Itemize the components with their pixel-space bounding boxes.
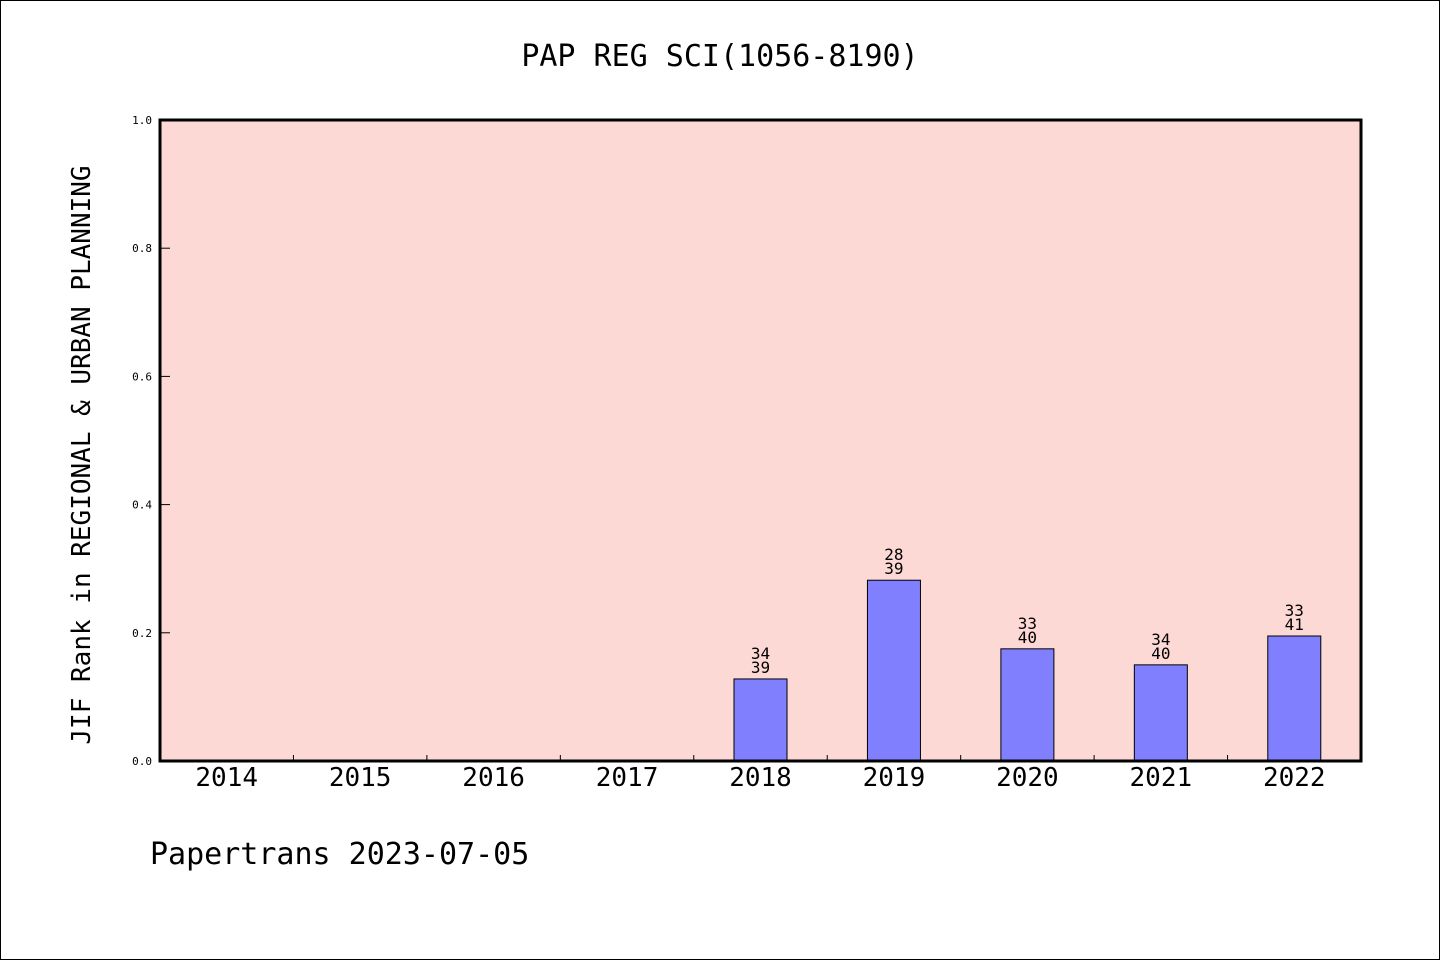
x-tick-label-2018: 2018: [729, 763, 792, 793]
bar-2020: [1000, 648, 1055, 762]
bar-label-rank-2021: 34: [1151, 630, 1170, 649]
bar-label-rank-2018: 34: [751, 644, 770, 663]
bar-label-total-2020: 40: [1018, 628, 1037, 647]
bar-label-rank-2022: 33: [1285, 601, 1304, 620]
y-tick-label-0.8: 0.8: [132, 242, 152, 255]
bar-label-total-2018: 39: [751, 658, 770, 677]
bar-label-total-2021: 40: [1151, 644, 1170, 663]
y-tick-label-1.0: 1.0: [132, 114, 152, 127]
y-tick-label-0.6: 0.6: [132, 370, 152, 383]
plot-border: [158, 118, 1363, 763]
footer-text: Papertrans 2023-07-05: [150, 837, 529, 872]
y-axis: 0.0 0.2 0.4 0.6 0.8 1.0: [132, 114, 170, 768]
bar-2022: [1267, 635, 1322, 762]
plot-area: [160, 120, 1361, 761]
x-tick-label-2014: 2014: [195, 763, 258, 793]
x-tick-label-2017: 2017: [596, 763, 659, 793]
bar-2019: [866, 579, 921, 762]
y-tick-label-0.2: 0.2: [132, 627, 152, 640]
x-tick-label-2019: 2019: [863, 763, 926, 793]
x-axis: 2014 2015 2016 2017 2018 2019 2020 2021 2022: [195, 755, 1326, 793]
bar-label-total-2019: 39: [884, 559, 903, 578]
y-axis-label: JIF Rank in REGIONAL & URBAN PLANNING: [67, 165, 97, 744]
bar-label-total-2022: 41: [1285, 615, 1304, 634]
x-tick-label-2021: 2021: [1130, 763, 1193, 793]
bar-2018: [733, 678, 788, 762]
bar-2021: [1133, 664, 1188, 762]
x-tick-label-2016: 2016: [462, 763, 525, 793]
x-tick-label-2020: 2020: [996, 763, 1059, 793]
chart-title: PAP REG SCI(1056-8190): [521, 39, 918, 74]
x-tick-label-2015: 2015: [329, 763, 392, 793]
y-tick-label-0.4: 0.4: [132, 499, 152, 512]
y-tick-label-0.0: 0.0: [132, 755, 152, 768]
bar-group: [733, 579, 1322, 762]
x-tick-label-2022: 2022: [1263, 763, 1326, 793]
bar-label-rank-2020: 33: [1018, 614, 1037, 633]
bar-label-rank-2019: 28: [884, 545, 903, 564]
